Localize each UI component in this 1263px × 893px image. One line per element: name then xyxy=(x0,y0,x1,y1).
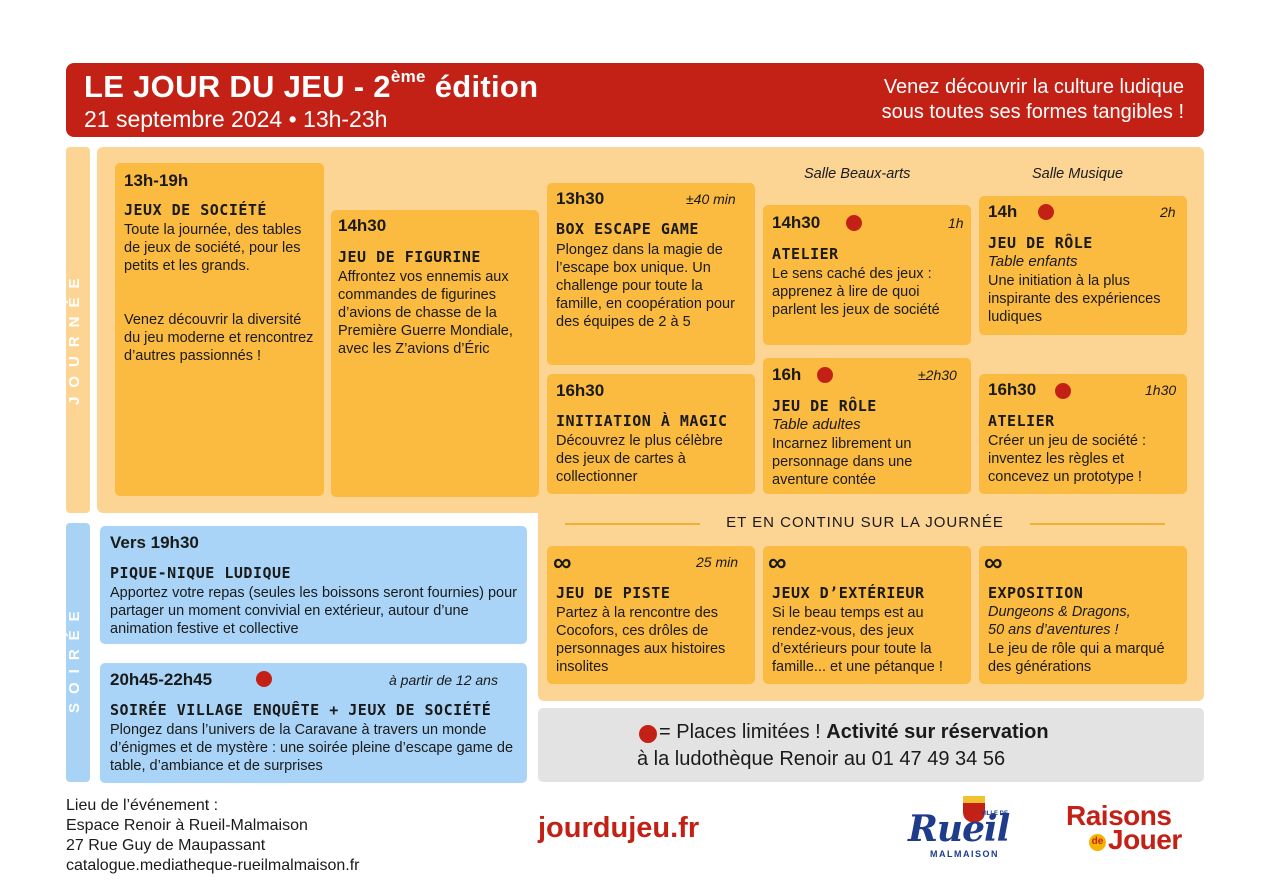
card-desc: Plongez dans l’univers de la Caravane à … xyxy=(110,722,514,774)
card-title: Jeux de société xyxy=(124,201,267,219)
card-title: Atelier xyxy=(772,245,839,263)
activity-card-exhibition xyxy=(979,546,1187,684)
header-banner: LE JOUR DU JEU - 2ème édition 21 septemb… xyxy=(66,63,1204,137)
card-time: 13h30 xyxy=(556,189,605,208)
card-title: Initiation à Magic xyxy=(556,412,728,430)
card-desc: Si le beau temps est au rendez-vous, des… xyxy=(772,605,943,675)
card-time: 16h30 xyxy=(556,381,605,400)
card-title: Atelier xyxy=(988,412,1055,430)
infinity-icon: ∞ xyxy=(984,547,1003,577)
card-desc: Partez à la rencontre des Cocofors, ces … xyxy=(556,605,726,675)
website-link[interactable]: jourdujeu.fr xyxy=(538,812,700,844)
activity-card-jdr-kids xyxy=(979,196,1187,335)
card-title: Soirée village enquête + jeux de société xyxy=(110,701,492,719)
activity-card-board-games xyxy=(115,190,324,496)
limited-places-dot xyxy=(817,367,833,383)
card-desc: Une initiation à la plus inspirante des … xyxy=(988,273,1161,325)
card-subtitle: Table enfants xyxy=(988,253,1078,270)
activity-card-village-enquete xyxy=(100,663,527,783)
event-address: Lieu de l’événement : Espace Renoir à Ru… xyxy=(66,797,360,874)
logo-rueil-malmaison: VILLE DE Rueil MALMAISON xyxy=(906,794,1042,860)
continuous-heading: ET EN CONTINU SUR LA JOURNÉE xyxy=(565,513,1165,533)
limited-places-dot xyxy=(846,215,862,231)
activity-card-atelier-1 xyxy=(763,205,971,345)
card-title: Pique-nique ludique xyxy=(110,564,292,582)
card-age: à partir de 12 ans xyxy=(389,672,498,688)
tagline: Venez découvrir la culture ludique sous t… xyxy=(881,76,1184,123)
limited-places-dot xyxy=(256,671,272,687)
card-title: Jeu de rôle xyxy=(988,234,1093,252)
activity-card-magic xyxy=(547,374,755,494)
card-desc: Venez découvrir la diversité du jeu mode… xyxy=(124,312,314,364)
card-duration: 25 min xyxy=(696,554,739,570)
card-desc: Le jeu de rôle qui a marqué des générati… xyxy=(988,641,1165,675)
divider-line xyxy=(565,523,700,525)
card-title: Exposition xyxy=(988,584,1084,602)
card-time: 14h30 xyxy=(338,216,387,235)
info-line-1: = Places limitées ! Activité sur réserva… xyxy=(659,721,1049,743)
card-subtitle: 50 ans d’aventures ! xyxy=(988,622,1119,638)
activity-card-atelier-2 xyxy=(979,374,1187,494)
room-beaux-arts: Salle Beaux-arts xyxy=(804,166,911,182)
divider-line xyxy=(1030,523,1165,525)
card-time: 14h xyxy=(988,202,1018,221)
card-time: 16h30 xyxy=(988,380,1037,399)
catalogue-link[interactable]: catalogue.mediatheque-rueilmalmaison.fr xyxy=(66,857,360,874)
room-musique: Salle Musique xyxy=(1032,166,1124,182)
card-subtitle: Table adultes xyxy=(772,416,861,433)
card-duration: 2h xyxy=(1160,204,1176,220)
activity-card-treasure-hunt xyxy=(547,546,755,684)
card-desc: Créer un jeu de société : inventez les r… xyxy=(988,433,1146,485)
card-desc: Toute la journée, des tables de jeux de … xyxy=(124,222,302,274)
card-time: 20h45-22h45 xyxy=(110,670,213,689)
section-evening-bar: Soirée xyxy=(66,523,90,782)
continuous-heading-text: ET EN CONTINU SUR LA JOURNÉE xyxy=(726,514,1004,531)
card-duration: 1h xyxy=(948,215,964,231)
card-desc: Affrontez vos ennemis aux commandes de f… xyxy=(338,269,513,357)
activity-card-picnic xyxy=(100,526,527,644)
card-title: Box escape game xyxy=(556,220,699,238)
card-time: Vers 19h30 xyxy=(110,533,199,552)
card-title: Jeux d’extérieur xyxy=(772,584,925,602)
card-duration: ±2h30 xyxy=(918,367,957,383)
info-line-2: à la ludothèque Renoir au 01 47 49 34 56 xyxy=(637,748,1006,770)
card-duration: ±40 min xyxy=(686,191,736,207)
limited-places-dot xyxy=(639,725,657,743)
card-title: Jeu de rôle xyxy=(772,397,877,415)
section-day-label: Journée xyxy=(66,269,83,405)
activity-card-jdr-adults xyxy=(763,358,971,494)
card-duration: 1h30 xyxy=(1145,382,1177,398)
card-time: 14h30 xyxy=(772,213,821,232)
city-crest-icon xyxy=(963,796,985,823)
card-desc: Le sens caché des jeux : apprenez à lire… xyxy=(772,266,940,318)
card-subtitle: Dungeons & Dragons, xyxy=(988,604,1131,620)
section-evening-label: Soirée xyxy=(66,602,83,714)
card-title: Jeu de piste xyxy=(556,584,671,602)
activity-card-outdoor xyxy=(763,546,971,684)
activity-card-figurine xyxy=(331,210,539,497)
card-desc: Apportez votre repas (seules les boisson… xyxy=(110,585,518,637)
reservation-info: = Places limitées ! Activité sur réserva… xyxy=(538,708,1204,782)
activity-card-escape xyxy=(547,183,755,365)
card-header xyxy=(115,163,324,203)
logo-raisons-de-jouer: Raisons de Jouer xyxy=(1066,800,1182,855)
section-day-bar: Journée xyxy=(66,147,90,513)
infinity-icon: ∞ xyxy=(553,547,572,577)
card-title: Jeu de figurine xyxy=(338,248,481,266)
limited-places-dot xyxy=(1038,204,1054,220)
card-desc: Incarnez librement un personnage dans un… xyxy=(772,436,913,488)
infinity-icon: ∞ xyxy=(768,547,787,577)
card-time: 16h xyxy=(772,365,802,384)
event-date: 21 septembre 2024 • 13h-23h xyxy=(84,106,388,132)
event-title: LE JOUR DU JEU - 2ème édition xyxy=(84,67,539,104)
card-time: 13h-19h xyxy=(124,171,189,190)
limited-places-dot xyxy=(1055,383,1071,399)
card-desc: Plongez dans la magie de l’escape box un… xyxy=(556,242,735,330)
card-desc: Découvrez le plus célèbre des jeux de ca… xyxy=(556,433,723,485)
